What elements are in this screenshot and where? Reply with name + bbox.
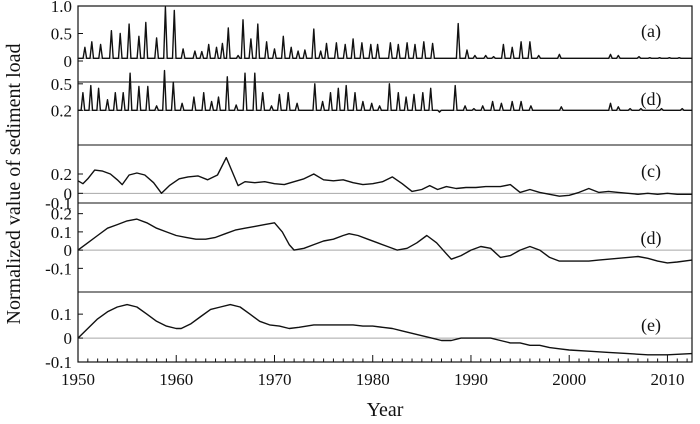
y-tick-label: -0.1 — [45, 353, 72, 372]
y-tick-label: 0.5 — [51, 75, 72, 94]
x-tick-label: 1950 — [61, 370, 95, 389]
y-tick-label: 0.2 — [51, 101, 72, 120]
x-tick-label: 2000 — [552, 370, 586, 389]
y-axis-title: Normalized value of sediment load — [3, 43, 25, 324]
y-tick-label: 0.2 — [51, 205, 72, 224]
y-tick-label: 0 — [64, 184, 73, 203]
y-tick-label: 0 — [64, 241, 73, 260]
panel-label: (e) — [641, 315, 661, 336]
panel-5: 0.1 0 -0.1 (e) — [45, 303, 693, 372]
plot-frame — [77, 5, 693, 363]
panel-2: 0.5 0.2 (d) — [51, 69, 692, 120]
series-line-1 — [78, 6, 692, 59]
panel-label: (a) — [641, 21, 661, 42]
panel-label: (d) — [641, 228, 662, 249]
y-tick-label: 0.2 — [51, 165, 72, 184]
x-tick-label: 1990 — [454, 370, 488, 389]
y-tick-label: -0.1 — [45, 194, 72, 213]
panel-label: (c) — [641, 161, 661, 182]
y-tick-label: 0.1 — [51, 305, 72, 324]
x-tick-label: 1980 — [356, 370, 390, 389]
series-line-2 — [78, 69, 692, 113]
series-line-3 — [77, 156, 692, 197]
y-tick-label: -0.1 — [45, 259, 72, 278]
panel-3: 0.20-0.1 (c) — [45, 156, 692, 213]
x-axis: 1950 1960 1970 1980 1990 2000 2010 — [61, 355, 688, 389]
x-tick-label: 1960 — [159, 370, 193, 389]
y-tick-label: 0 — [64, 329, 73, 348]
panel-4: 0.20.10-0.1 (d) — [45, 205, 693, 278]
x-tick-label: 2010 — [650, 370, 684, 389]
x-tick-label: 1970 — [257, 370, 291, 389]
y-tick-label: 1.0 — [51, 0, 72, 16]
y-tick-label: 0.1 — [51, 223, 72, 242]
y-tick-label: 0 — [64, 52, 73, 71]
series-line-5 — [77, 303, 693, 356]
x-axis-title: Year — [367, 399, 404, 419]
series-line-4 — [77, 218, 693, 264]
panel-label: (d) — [641, 89, 662, 110]
panel-1: 1.0 0.5 0 (a) — [51, 0, 692, 71]
panels-layer: 1.00.50(a)0.50.2(d)0.20-0.1(c)0.20.10-0.… — [45, 0, 693, 372]
y-tick-label: 0.5 — [51, 25, 72, 44]
